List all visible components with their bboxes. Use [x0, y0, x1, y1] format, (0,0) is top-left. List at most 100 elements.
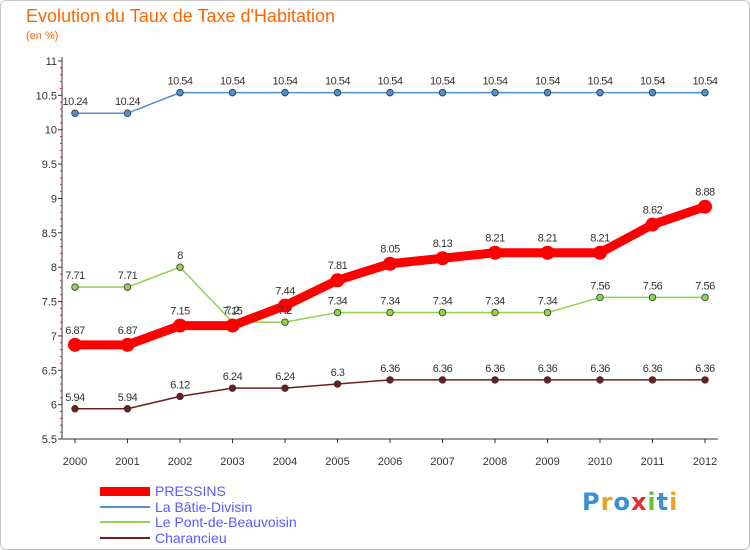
data-label: 10.54 — [692, 76, 717, 88]
data-point — [438, 308, 447, 317]
data-point — [488, 245, 502, 260]
data-point — [543, 308, 552, 317]
data-point — [491, 88, 499, 97]
data-label: 6.36 — [485, 363, 505, 375]
data-label: 7.56 — [695, 280, 715, 292]
data-point — [278, 298, 292, 313]
logo-letter: i — [647, 488, 657, 516]
x-tick-label: 2011 — [641, 456, 665, 468]
legend-label: Charancieu — [155, 529, 227, 546]
data-point — [543, 376, 552, 384]
x-axis-ticks: 2000 2001 2002 2003 2004 2005 2006 2007 2008 2009… — [63, 439, 717, 468]
data-point — [71, 109, 79, 117]
legend-item-pressins: PRESSINS — [100, 484, 360, 499]
data-label: 10.54 — [220, 76, 245, 88]
data-point — [648, 88, 657, 97]
data-point — [596, 293, 604, 302]
data-label: 6.87 — [118, 325, 138, 337]
data-label: 6.36 — [433, 363, 453, 375]
data-label: 8.21 — [485, 233, 505, 245]
data-point — [386, 308, 394, 317]
data-point — [123, 283, 132, 291]
data-label: 10.54 — [167, 76, 192, 88]
data-label: 7.71 — [118, 270, 138, 282]
data-point — [701, 293, 709, 302]
data-point — [543, 88, 552, 97]
y-tick-label: 10 — [45, 125, 57, 137]
x-tick-label: 2006 — [378, 456, 402, 468]
data-point — [648, 293, 657, 302]
data-point — [491, 376, 499, 384]
series-la-batie-divisin — [71, 88, 709, 117]
legend-swatch — [100, 521, 150, 523]
data-point — [540, 245, 555, 260]
y-tick-label: 6 — [51, 400, 57, 412]
series-line — [70, 202, 710, 350]
data-point — [173, 318, 187, 333]
y-tick-label: 9.5 — [42, 159, 57, 171]
data-point — [438, 88, 447, 97]
data-label: 8.13 — [433, 238, 453, 250]
data-point — [120, 337, 135, 352]
data-point — [71, 405, 79, 413]
data-point — [648, 376, 657, 384]
data-point — [645, 217, 660, 232]
data-point — [228, 88, 237, 97]
y-tick-label: 9 — [51, 193, 57, 205]
legend-label: La Bâtie-Divisin — [155, 498, 253, 515]
data-point — [701, 376, 709, 384]
data-label: 7.2 — [226, 305, 240, 317]
data-labels-le-pont-de-beauvoisin: 7.71 7.71 8 7.2 7.2 7.34 7.34 7.34 7.34 7.34 7.56 7… — [65, 250, 715, 317]
chart-subtitle: (en %) — [26, 30, 59, 42]
data-point — [386, 376, 394, 384]
y-tick-label: 6.5 — [42, 365, 57, 377]
legend-label: Le Pont-de-Beauvoisin — [155, 514, 297, 530]
legend-swatch — [100, 536, 150, 539]
data-label: 6.24 — [223, 371, 243, 383]
data-point — [333, 88, 342, 97]
proxiti-logo[interactable]: Proxiti — [582, 488, 678, 516]
data-label: 8.21 — [538, 233, 558, 245]
data-label: 6.36 — [538, 363, 558, 375]
x-tick-label: 2004 — [273, 456, 297, 468]
y-tick-label: 7.5 — [42, 297, 57, 309]
data-point — [123, 405, 132, 413]
x-tick-label: 2010 — [588, 456, 612, 468]
data-point — [123, 109, 132, 117]
data-point — [176, 392, 184, 401]
logo-letter: i — [669, 488, 679, 516]
data-label: 10.24 — [62, 96, 87, 108]
data-point — [281, 318, 289, 326]
data-point — [383, 256, 397, 271]
data-label: 8.05 — [380, 244, 400, 256]
data-label: 5.94 — [118, 392, 138, 404]
series-charancieu — [71, 376, 709, 413]
data-label: 8.88 — [695, 187, 715, 199]
data-label: 10.54 — [482, 76, 507, 88]
legend-item-charancieu: Charancieu — [100, 529, 360, 546]
data-label: 6.24 — [275, 371, 295, 383]
data-label: 6.87 — [65, 325, 85, 337]
series-pressins — [68, 199, 712, 352]
data-label: 10.54 — [272, 76, 297, 88]
data-point — [281, 384, 289, 392]
data-label: 7.56 — [643, 280, 663, 292]
data-label: 7.56 — [590, 280, 610, 292]
data-point — [330, 273, 345, 288]
data-point — [333, 308, 342, 317]
data-label: 6.12 — [170, 379, 190, 391]
data-label: 7.34 — [485, 296, 505, 308]
x-tick-label: 2002 — [168, 456, 192, 468]
data-label: 6.36 — [590, 363, 610, 375]
x-tick-label: 2012 — [693, 456, 717, 468]
x-tick-label: 2000 — [63, 456, 87, 468]
x-tick-label: 2003 — [220, 456, 244, 468]
x-tick-label: 2001 — [115, 456, 139, 468]
x-tick-label: 2009 — [535, 456, 559, 468]
legend-swatch — [100, 505, 150, 508]
data-point — [698, 199, 712, 214]
data-point — [491, 308, 499, 317]
x-tick-label: 2005 — [325, 456, 349, 468]
logo-letter: P — [582, 488, 601, 516]
